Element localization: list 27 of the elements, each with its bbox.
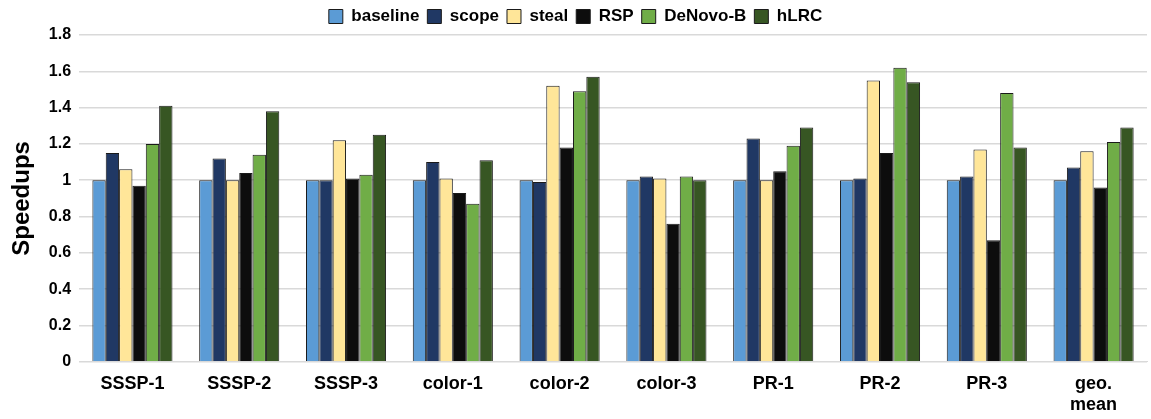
y-tick-label: 1.6: [48, 61, 72, 79]
y-tick-label: 0.2: [48, 315, 72, 333]
x-tick-label: SSSP-3: [314, 372, 379, 393]
legend-label: baseline: [351, 6, 420, 26]
x-tick-label: geo. mean: [1070, 372, 1118, 415]
legend-label: DeNovo-B: [664, 6, 747, 26]
y-axis-title: Speedups: [7, 141, 35, 256]
x-tick-label: SSSP-1: [100, 372, 165, 393]
x-tick-label: color-2: [529, 372, 590, 393]
x-tick-label: PR-1: [752, 372, 794, 393]
y-tick-label: 1: [62, 170, 72, 188]
y-tick-label: 1.2: [48, 134, 72, 152]
y-tick-label: 0: [62, 352, 72, 370]
legend-label: hLRC: [776, 6, 823, 26]
legend-label: RSP: [598, 6, 634, 26]
y-tick-label: 1.4: [48, 98, 72, 116]
y-tick-label: 1.8: [48, 25, 72, 43]
y-tick-label: 0.8: [48, 206, 72, 224]
x-tick-label: color-3: [636, 372, 697, 393]
y-tick-label: 0.6: [48, 243, 72, 261]
x-tick-label: SSSP-2: [207, 372, 272, 393]
x-tick-label: PR-3: [966, 372, 1008, 393]
x-tick-label: color-1: [422, 372, 483, 393]
legend-label: scope: [449, 6, 499, 26]
legend-label: steal: [529, 6, 569, 26]
x-tick-label: PR-2: [859, 372, 901, 393]
y-tick-label: 0.4: [48, 279, 72, 297]
